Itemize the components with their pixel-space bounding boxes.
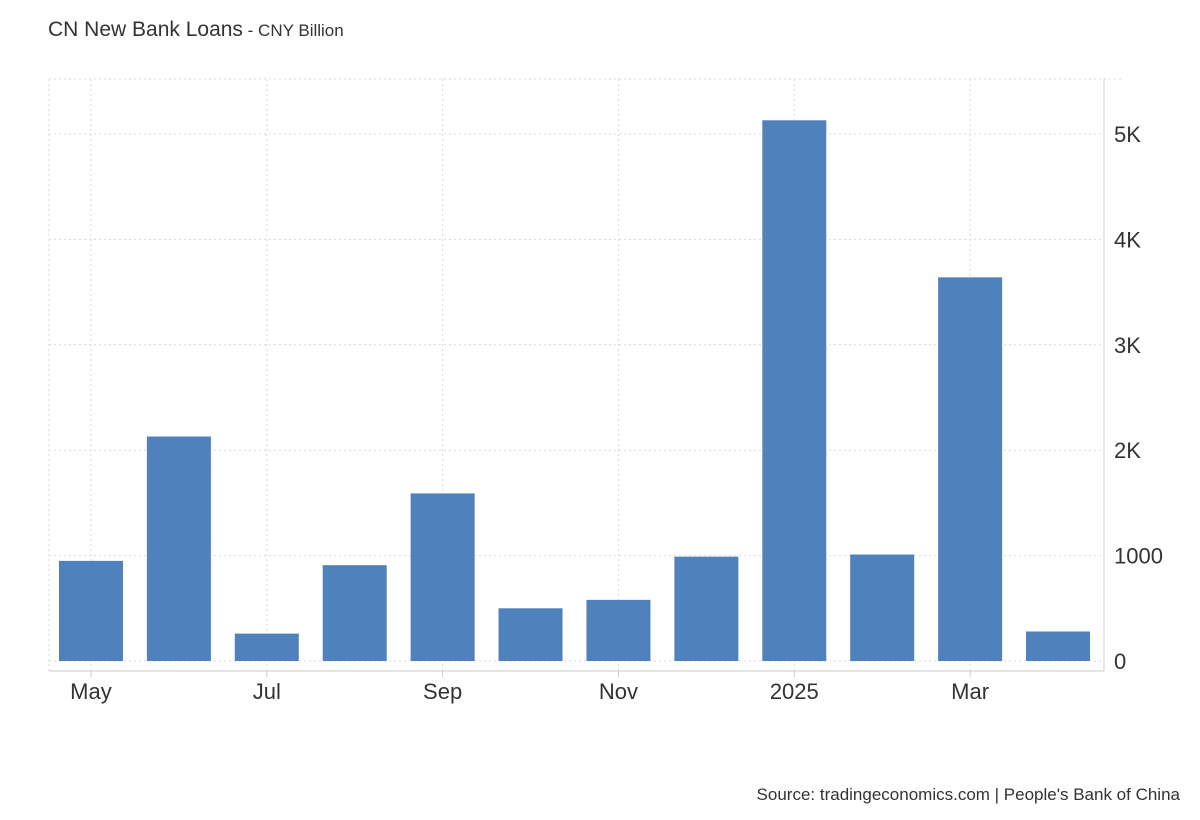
x-tick-label: Mar	[951, 679, 989, 704]
bar-2024-08[interactable]	[322, 565, 387, 661]
bar-2024-09[interactable]	[410, 493, 475, 661]
chart-title-row: CN New Bank Loans - CNY Billion	[48, 18, 344, 42]
label-layer: May Jul Sep Nov 2025 Mar 0 1000 2K 3K 4K 5K	[70, 122, 1163, 704]
y-tick-label: 0	[1114, 649, 1126, 674]
y-tick-label: 4K	[1114, 227, 1141, 252]
chart-subtitle: CNY Billion	[258, 21, 344, 40]
bar-2024-07[interactable]	[234, 633, 299, 661]
bar-2024-11[interactable]	[586, 599, 651, 661]
bar-2025-01[interactable]	[762, 120, 827, 662]
grid-layer	[48, 78, 1124, 671]
x-tick-label: Sep	[423, 679, 462, 704]
bar-2024-06[interactable]	[146, 436, 211, 661]
x-tick-label: Jul	[253, 679, 281, 704]
bar-layer	[58, 120, 1091, 662]
y-tick-label: 2K	[1114, 438, 1141, 463]
x-tick-label: Nov	[599, 679, 638, 704]
x-tick-label: May	[70, 679, 112, 704]
bar-2025-03[interactable]	[938, 277, 1003, 661]
source-note: Source: tradingeconomics.com | People's …	[756, 785, 1180, 804]
bar-2024-05[interactable]	[58, 560, 123, 661]
y-tick-label: 1000	[1114, 544, 1163, 569]
chart-title: CN New Bank Loans	[48, 18, 243, 41]
bar-2024-10[interactable]	[498, 608, 563, 661]
y-tick-label: 5K	[1114, 122, 1141, 147]
x-tick-label: 2025	[770, 679, 819, 704]
title-separator: -	[242, 21, 259, 40]
y-tick-label: 3K	[1114, 333, 1141, 358]
axis-layer	[49, 79, 1105, 677]
bar-2025-02[interactable]	[850, 554, 915, 661]
bar-2024-12[interactable]	[674, 556, 739, 661]
bar-2025-04[interactable]	[1026, 631, 1091, 661]
